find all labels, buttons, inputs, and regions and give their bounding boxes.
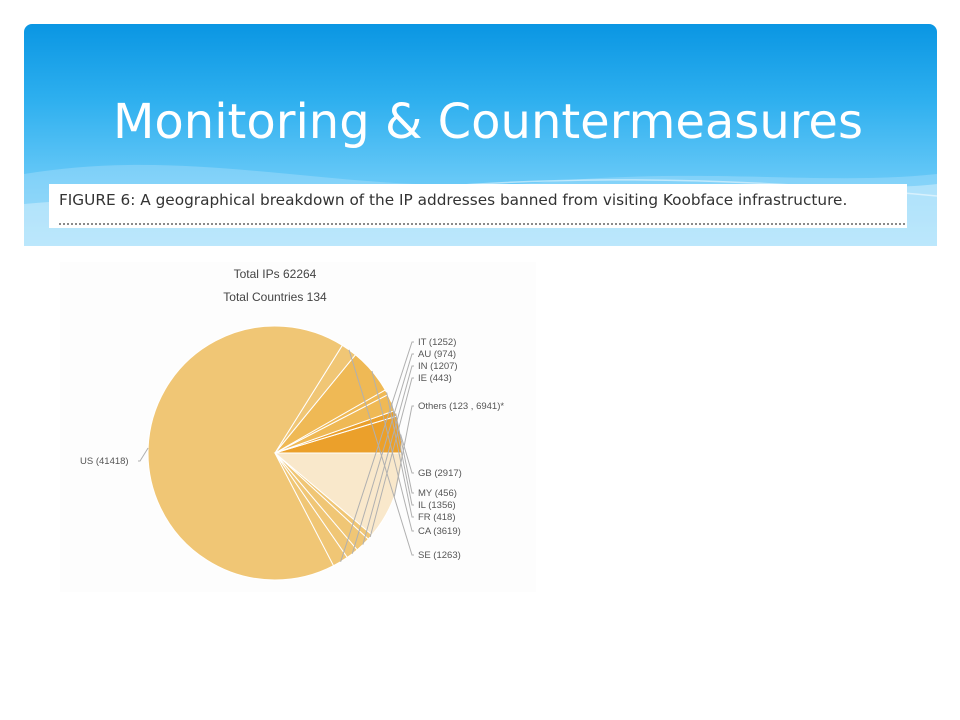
pie-labels: GB (2917) MY (456)IL (1356)FR (418) CA (36… bbox=[80, 337, 504, 561]
pie-label-gb: GB (2917) bbox=[418, 468, 462, 479]
pie-slices bbox=[147, 325, 403, 581]
slide-title: Monitoring & Countermeasures bbox=[113, 94, 863, 150]
pie-chart: Total IPs 62264 Total Countries 134 GB (… bbox=[80, 267, 504, 581]
pie-leader-us bbox=[138, 447, 149, 462]
pie-leader-lines bbox=[138, 341, 414, 562]
chart-title: Total IPs 62264 bbox=[234, 267, 317, 281]
pie-label-my: MY (456) bbox=[418, 488, 457, 499]
pie-leader-in bbox=[362, 365, 414, 545]
caption-dotted-rule bbox=[59, 223, 905, 225]
pie-leader-others bbox=[393, 405, 414, 497]
figure-caption-box: FIGURE 6: A geographical breakdown of th… bbox=[49, 184, 907, 228]
pie-label-ca: CA (3619) bbox=[418, 526, 461, 537]
pie-label-it: IT (1252) bbox=[418, 337, 456, 348]
pie-label-in: IN (1207) bbox=[418, 361, 458, 372]
pie-chart-panel: Total IPs 62264 Total Countries 134 GB (… bbox=[60, 262, 536, 592]
pie-label-il: IL (1356) bbox=[418, 500, 456, 511]
pie-label-au: AU (974) bbox=[418, 349, 456, 360]
figure-caption: FIGURE 6: A geographical breakdown of th… bbox=[59, 191, 848, 209]
pie-leader-ie bbox=[369, 377, 414, 538]
pie-label-fr: FR (418) bbox=[418, 512, 455, 523]
pie-leader-my bbox=[395, 413, 414, 494]
pie-label-se: SE (1263) bbox=[418, 550, 461, 561]
pie-leader-it bbox=[340, 341, 414, 562]
pie-leader-au bbox=[351, 353, 414, 554]
chart-subtitle: Total Countries 134 bbox=[223, 290, 327, 304]
pie-leader-fr bbox=[386, 392, 414, 518]
pie-leader-se bbox=[348, 349, 414, 556]
pie-label-us: US (41418) bbox=[80, 456, 129, 467]
pie-label-ie: IE (443) bbox=[418, 373, 452, 384]
pie-slice-us bbox=[147, 325, 344, 581]
pie-label-others: Others (123 , 6941)* bbox=[418, 401, 504, 412]
pie-leader-il bbox=[391, 402, 414, 506]
